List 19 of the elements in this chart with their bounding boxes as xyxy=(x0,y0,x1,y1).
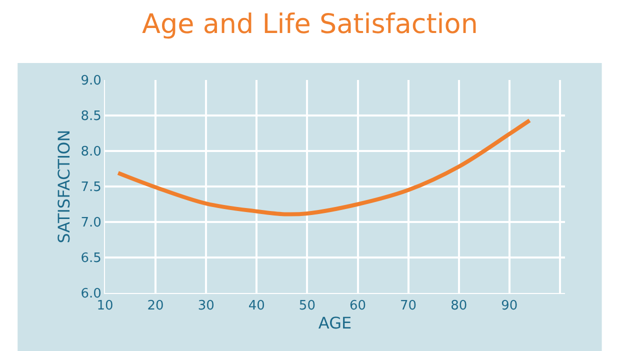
x-tick-label: 30 xyxy=(198,298,214,314)
x-tick-label: 40 xyxy=(248,298,265,314)
x-tick-label: 20 xyxy=(147,298,164,314)
x-axis-title: AGE xyxy=(318,314,352,333)
y-tick-label: 7.0 xyxy=(80,216,102,231)
y-tick-label: 8.5 xyxy=(80,109,102,124)
y-tick-label: 8.0 xyxy=(80,144,102,160)
y-tick-label: 9.0 xyxy=(80,74,102,89)
x-tick-label: 10 xyxy=(96,298,114,314)
y-tick-label: 7.5 xyxy=(80,180,102,196)
x-tick-label: 90 xyxy=(501,298,518,314)
x-tick-label: 50 xyxy=(298,298,316,314)
x-tick-label: 60 xyxy=(349,298,366,314)
line-series xyxy=(116,118,532,216)
y-tick-label: 6.5 xyxy=(80,251,102,266)
x-tick-label: 80 xyxy=(450,298,468,314)
x-tick-label: 70 xyxy=(400,298,417,314)
y-axis-title: SATISFACTION xyxy=(54,130,74,244)
chart-title: Age and Life Satisfaction xyxy=(142,8,478,40)
